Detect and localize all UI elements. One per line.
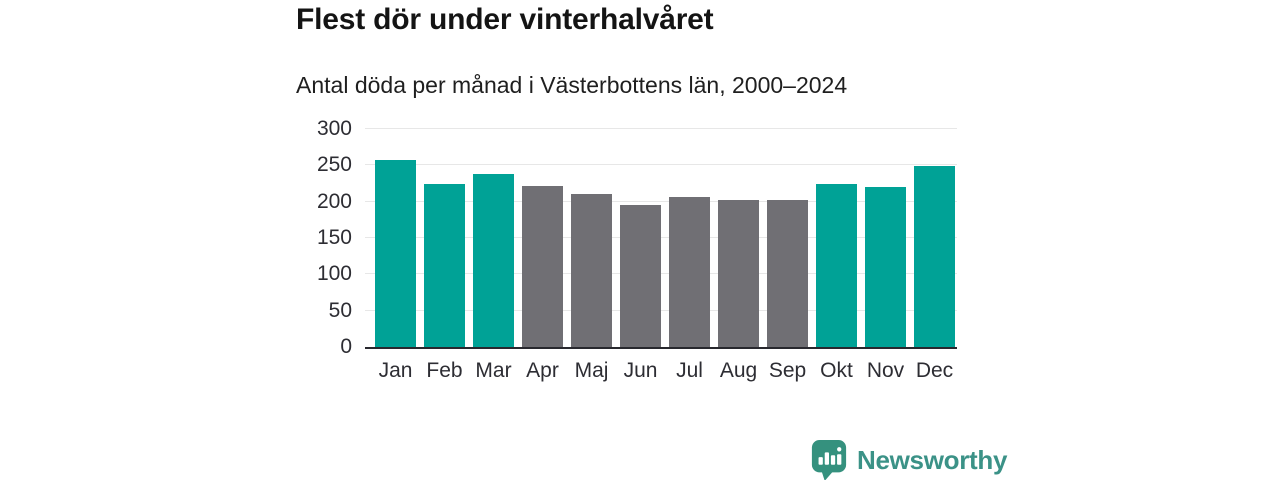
x-tick-label: Dec [915,359,954,382]
x-tick-label: Okt [820,359,853,382]
x-tick-label: Jun [623,359,658,382]
gridline [365,309,957,311]
gridline [365,273,957,275]
plot-area [365,128,957,349]
x-tick-label: Jan [378,359,413,382]
x-tick-label: Nov [866,359,905,382]
gridline [365,200,957,202]
y-tick-label: 200 [316,189,352,213]
x-tick-label: Sep [768,359,807,382]
y-tick-label: 250 [316,153,352,177]
bar-feb [424,183,465,347]
bar-okt [816,183,857,347]
bar-dec [914,166,955,347]
y-tick-label: 150 [316,226,352,249]
bar-mar [473,174,514,347]
x-tick-label: Jul [676,359,703,382]
x-tick-label: Apr [526,359,559,382]
y-tick-label: 50 [328,298,352,322]
bar-nov [865,187,906,347]
x-tick-label: Feb [426,359,463,382]
x-tick-label: Maj [574,359,609,382]
chart-subtitle: Antal döda per månad i Västerbottens län… [296,72,848,98]
newsworthy-logo-icon [811,440,847,480]
x-tick-label: Aug [719,359,758,382]
gridline [365,164,957,166]
bar-jun [620,204,661,347]
bar-apr [522,186,563,347]
bar-sep [767,199,808,347]
bar-maj [571,194,612,347]
y-tick-label: 300 [316,117,352,140]
brand-name: Newsworthy [857,444,1008,475]
x-tick-label: Mar [475,359,512,382]
bar-aug [718,200,759,347]
brand-footer: Newsworthy [810,438,1007,480]
chart-title: Flest dör under vinterhalvåret [296,3,714,36]
y-tick-label: 100 [316,262,352,286]
bar-jan [375,159,416,347]
bar-jul [669,196,710,347]
y-tick-label: 0 [340,335,352,358]
gridline [365,128,957,129]
gridline [365,237,957,238]
